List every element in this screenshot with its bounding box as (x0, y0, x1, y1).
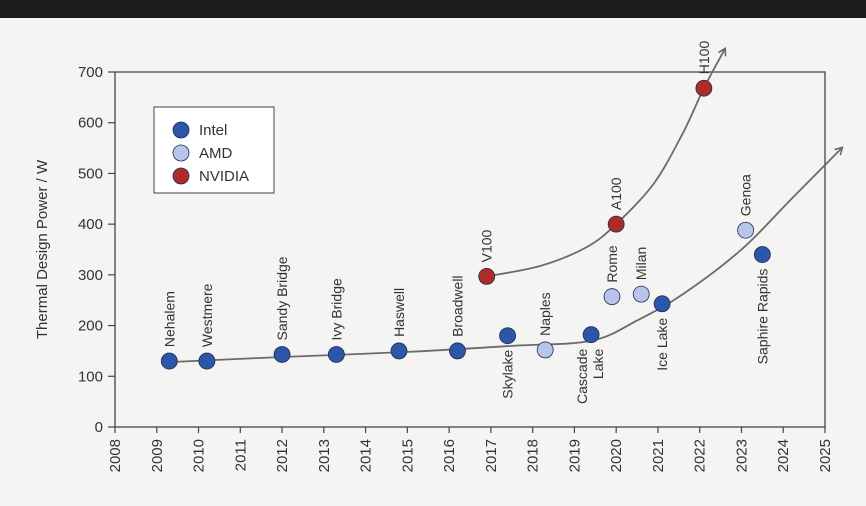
point-milan (632, 285, 650, 303)
label-ivy-bridge: Ivy Bridge (328, 278, 344, 340)
x-tick-label: 2010 (191, 439, 208, 472)
point-a100 (607, 215, 625, 233)
point-sandy-bridge (273, 346, 291, 363)
point-ivy-bridge (327, 346, 345, 363)
legend-label-amd: AMD (199, 145, 233, 162)
y-axis-title: Thermal Design Power / W (34, 159, 51, 339)
x-tick-label: 2023 (733, 439, 750, 472)
label-rome: Rome (604, 245, 620, 283)
point-naples (536, 341, 554, 359)
x-tick-label: 2012 (274, 439, 291, 472)
point-nehalem (160, 352, 178, 370)
x-tick-label: 2008 (107, 439, 124, 472)
x-tick-label: 2015 (399, 439, 416, 472)
point-ice-lake (653, 295, 671, 313)
label-westmere: Westmere (199, 283, 215, 347)
label-nehalem: Nehalem (161, 291, 177, 347)
data-points-group (160, 79, 771, 370)
label-v100: V100 (479, 229, 495, 262)
legend-marker-nvidia (172, 167, 190, 185)
legend-marker-intel (172, 121, 190, 139)
label-line-2: Lake (590, 348, 606, 379)
point-saphire-rapids (753, 246, 771, 263)
x-tick-label: 2016 (441, 439, 458, 472)
point-h100 (695, 79, 713, 97)
y-tick-label: 200 (78, 318, 103, 335)
y-tick-label: 700 (78, 64, 103, 81)
legend-group: Intel AMD NVIDIA (153, 106, 275, 194)
y-tick-label: 400 (78, 216, 103, 233)
point-v100 (478, 267, 496, 285)
label-genoa: Genoa (738, 174, 754, 216)
x-tick-label: 2020 (608, 439, 625, 472)
label-milan: Milan (633, 247, 649, 280)
y-tick-label: 0 (95, 419, 103, 436)
label-saphire-rapids: Saphire Rapids (754, 269, 770, 365)
label-sandy-bridge: Sandy Bridge (274, 256, 290, 340)
label-naples: Naples (537, 292, 553, 336)
x-tick-label: 2022 (692, 439, 709, 472)
point-skylake (499, 327, 516, 345)
label-ice-lake: Ice Lake (654, 318, 670, 371)
top-border-bar (0, 0, 866, 18)
axes-group: 0 100 200 300 400 500 600 700 2008 2009 2010 2011 20… (34, 64, 834, 472)
x-tick-label: 2011 (232, 439, 249, 471)
point-genoa (737, 221, 755, 239)
x-tick-label: 2014 (358, 439, 375, 472)
x-tick-label: 2019 (566, 439, 583, 472)
y-tick-label: 600 (78, 115, 103, 132)
legend-label-intel: Intel (199, 122, 227, 139)
x-tick-label: 2018 (525, 439, 542, 472)
point-broadwell (449, 342, 466, 360)
label-haswell: Haswell (391, 288, 407, 337)
plot-frame (114, 71, 826, 428)
legend-marker-amd (172, 144, 190, 162)
y-tick-label: 300 (78, 267, 103, 284)
x-tick-label: 2013 (316, 439, 333, 472)
label-skylake: Skylake (500, 350, 516, 399)
y-tick-label: 100 (78, 368, 103, 385)
x-tick-label: 2009 (149, 439, 166, 472)
point-rome (603, 288, 621, 306)
y-tick-label: 500 (78, 165, 103, 182)
x-tick-label: 2024 (775, 439, 792, 472)
point-cascade-lake (582, 326, 600, 344)
x-tick-label: 2025 (817, 439, 834, 472)
x-tick-label: 2017 (483, 439, 500, 472)
point-westmere (198, 352, 216, 370)
legend-label-nvidia: NVIDIA (199, 168, 249, 185)
label-a100: A100 (608, 177, 624, 210)
label-line-1: Cascade (574, 348, 590, 403)
label-cascade-lake: CascadeLake (574, 348, 606, 403)
label-h100: H100 (696, 41, 712, 75)
x-tick-label: 2021 (650, 439, 667, 472)
gpu-trend-curve (486, 46, 727, 278)
point-labels-group: Nehalem Westmere Sandy Bridge Ivy Bridge Has… (161, 41, 770, 404)
label-broadwell: Broadwell (449, 275, 465, 336)
point-haswell (390, 342, 408, 360)
